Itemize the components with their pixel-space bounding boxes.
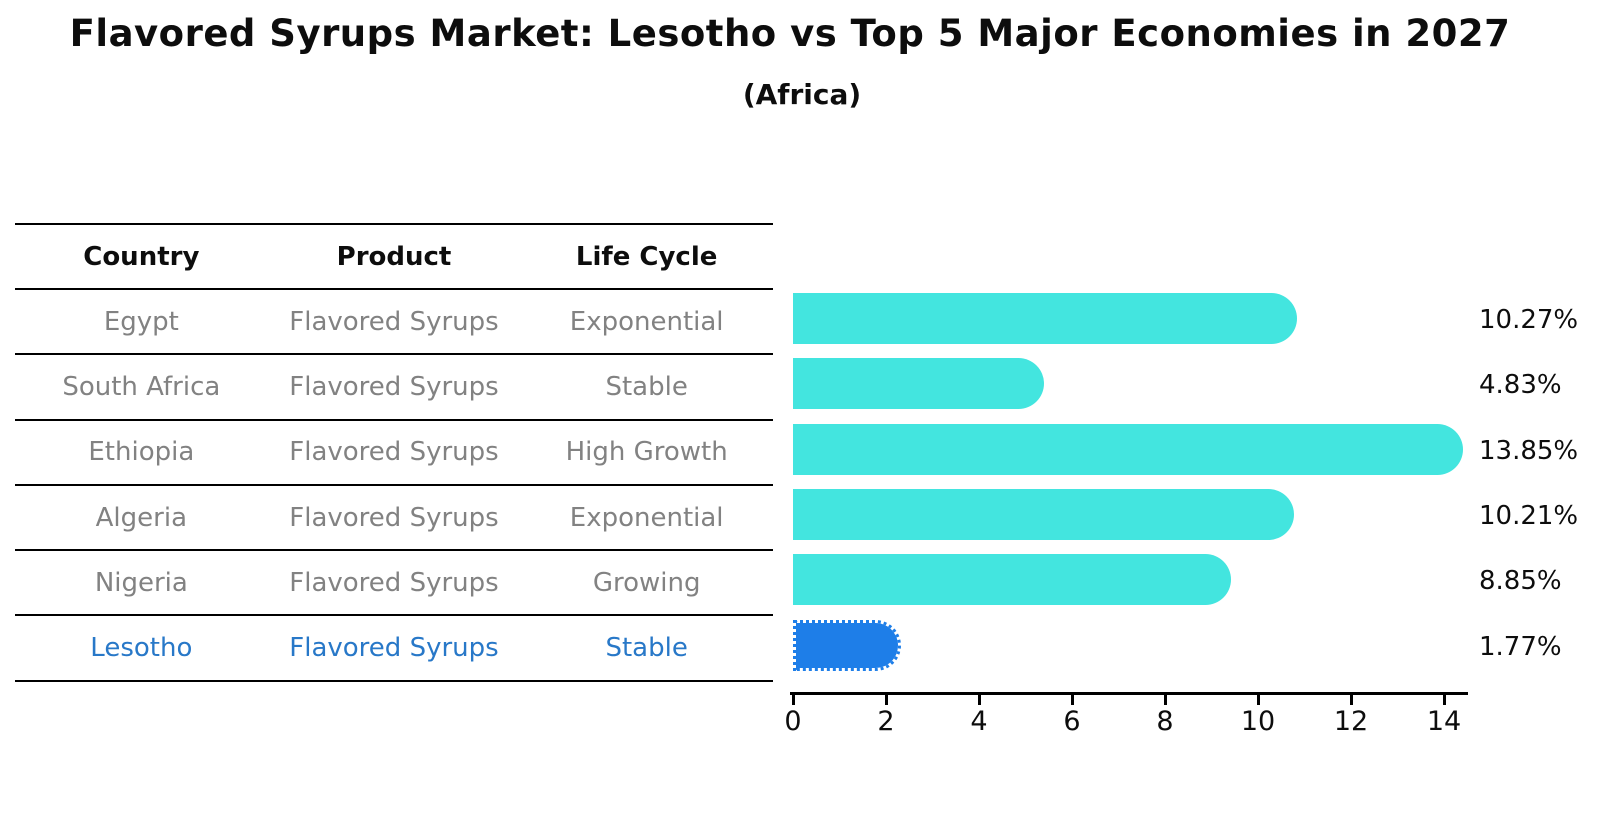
bar-ethiopia [793,423,1464,475]
cell-country: Nigeria [94,567,188,598]
cell-product: Flavored Syrups [289,306,499,337]
bar-south-africa [793,358,1044,410]
table-row-algeria: Algeria Flavored Syrups Exponential [15,486,773,552]
x-axis-tick-label: 6 [1063,706,1081,737]
bar-nigeria [793,554,1231,606]
cell-country: Ethiopia [88,437,195,468]
cell-product: Flavored Syrups [289,502,499,533]
cell-product: Flavored Syrups [289,567,499,598]
x-axis-tick-label: 10 [1240,706,1276,737]
x-axis-line [790,692,1468,695]
table-row-lesotho: Lesotho Flavored Syrups Stable [15,616,773,682]
x-axis-tick-label: 8 [1156,706,1174,737]
table-header-product: Product [336,241,452,272]
x-axis-tick-label: 14 [1426,706,1462,737]
x-axis-tick-label: 2 [877,706,895,737]
bar-value-label: 10.21% [1479,500,1579,531]
bar-algeria [793,488,1294,540]
x-axis-tick [1071,695,1074,705]
table-row-nigeria: Nigeria Flavored Syrups Growing [15,551,773,617]
x-axis-tick [1164,695,1167,705]
chart-subtitle: (Africa) [742,78,862,111]
cell-life-cycle: Exponential [569,306,724,337]
cell-life-cycle: Stable [605,371,688,402]
x-axis-tick [885,695,888,705]
cell-product: Flavored Syrups [289,633,499,664]
cell-country: South Africa [62,371,221,402]
bar-value-label: 1.77% [1479,631,1562,662]
x-axis-tick-label: 4 [970,706,988,737]
table-row-egypt: Egypt Flavored Syrups Exponential [15,290,773,356]
table-header-country: Country [83,241,200,272]
cell-country: Egypt [103,306,179,337]
bar-value-label: 10.27% [1479,305,1579,335]
cell-product: Flavored Syrups [289,371,499,402]
bar-value-label: 8.85% [1479,566,1562,597]
x-axis-tick [1350,695,1353,705]
table-header-life-cycle: Life Cycle [575,241,718,272]
cell-life-cycle: High Growth [565,437,728,468]
table-body: Egypt Flavored Syrups Exponential South Afr… [15,290,773,682]
table-row-south-africa: South Africa Flavored Syrups Stable [15,355,773,421]
table-row-ethiopia: Ethiopia Flavored Syrups High Growth [15,421,773,486]
bar-value-label: 13.85% [1479,435,1579,466]
data-table: Country Product Life Cycle Egypt Flavored… [15,223,773,682]
bar-value-label: 4.83% [1479,370,1562,401]
x-axis-tick-label: 0 [784,706,802,737]
x-axis-tick-label: 12 [1333,706,1369,737]
cell-life-cycle: Growing [592,567,701,598]
cell-country: Algeria [95,502,187,533]
bar-lesotho [793,619,902,671]
cell-life-cycle: Stable [605,633,688,664]
bar-egypt [793,293,1297,344]
x-axis-tick [1257,695,1260,705]
cell-life-cycle: Exponential [569,502,724,533]
cell-product: Flavored Syrups [289,437,499,468]
table-header-row: Country Product Life Cycle [15,225,773,290]
x-axis-tick [792,695,795,705]
x-axis-tick [978,695,981,705]
chart-title: Flavored Syrups Market: Lesotho vs Top 5… [69,12,1511,55]
x-axis-tick [1443,695,1446,705]
cell-country: Lesotho [90,633,193,664]
